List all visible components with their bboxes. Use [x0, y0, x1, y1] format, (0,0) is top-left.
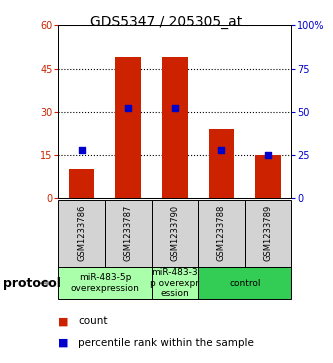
Text: miR-483-3
p overexpr
ession: miR-483-3 p overexpr ession [150, 268, 199, 298]
Text: ■: ■ [58, 316, 69, 326]
Bar [105, 200, 152, 267]
Text: GSM1233789: GSM1233789 [263, 205, 273, 261]
Point [79, 147, 84, 152]
Text: ■: ■ [58, 338, 69, 348]
Bar [198, 200, 245, 267]
Text: GSM1233786: GSM1233786 [77, 205, 86, 261]
Bar [69, 169, 95, 198]
Bar [116, 57, 141, 198]
Point [219, 147, 224, 152]
Bar [152, 267, 198, 299]
Bar [152, 200, 198, 267]
Bar [245, 200, 291, 267]
Bar [58, 200, 105, 267]
Bar [208, 129, 234, 198]
Text: percentile rank within the sample: percentile rank within the sample [78, 338, 254, 348]
Text: miR-483-5p
overexpression: miR-483-5p overexpression [71, 273, 139, 293]
Bar [162, 57, 188, 198]
Bar [255, 155, 281, 198]
Text: control: control [229, 279, 260, 287]
Text: GSM1233787: GSM1233787 [124, 205, 133, 261]
Point [265, 152, 271, 158]
Text: GDS5347 / 205305_at: GDS5347 / 205305_at [90, 15, 243, 29]
Bar [58, 267, 152, 299]
Point [172, 105, 177, 111]
Text: GSM1233788: GSM1233788 [217, 205, 226, 261]
Bar [198, 267, 291, 299]
Text: protocol: protocol [3, 277, 61, 290]
Text: GSM1233790: GSM1233790 [170, 205, 179, 261]
Text: count: count [78, 316, 108, 326]
Point [126, 105, 131, 111]
